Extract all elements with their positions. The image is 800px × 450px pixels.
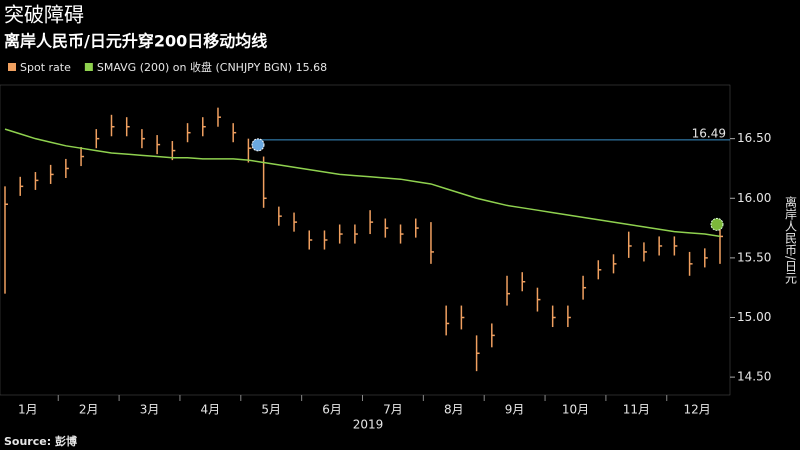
x-tick-label: 7月 bbox=[383, 403, 403, 417]
x-tick-label: 2月 bbox=[79, 403, 99, 417]
plot-frame bbox=[0, 84, 731, 396]
end-marker bbox=[710, 217, 724, 231]
x-axis-title: 2019 bbox=[353, 418, 384, 432]
y-tick-label: 16.00 bbox=[737, 191, 771, 205]
x-tick-label: 11月 bbox=[623, 403, 650, 417]
chart-subtitle: 离岸人民币/日元升穿200日移动均线 bbox=[4, 32, 267, 51]
y-tick-label: 15.50 bbox=[737, 250, 771, 264]
y-axis-title: 离岸人民币/日元 bbox=[784, 195, 798, 285]
source: Source: 彭博 bbox=[4, 434, 77, 448]
legend-swatch bbox=[84, 63, 93, 71]
legend-label: SMAVG (200) on 收盘 (CNHJPY BGN) 15.68 bbox=[97, 60, 327, 74]
sma-line bbox=[4, 128, 721, 238]
x-tick-label: 4月 bbox=[201, 403, 221, 417]
chart-title: 突破障碍 bbox=[4, 3, 84, 27]
x-tick-label: 10月 bbox=[562, 403, 589, 417]
y-tick-label: 15.00 bbox=[737, 310, 771, 324]
y-tick-label: 14.50 bbox=[737, 370, 771, 384]
x-tick-label: 1月 bbox=[18, 403, 38, 417]
legend-label: Spot rate bbox=[20, 61, 71, 74]
x-tick-label: 5月 bbox=[261, 403, 281, 417]
x-tick-label: 3月 bbox=[140, 403, 160, 417]
x-tick-label: 12月 bbox=[684, 403, 711, 417]
reference-label: 16.49 bbox=[692, 126, 726, 140]
legend-swatch bbox=[8, 63, 16, 71]
y-tick-label: 16.50 bbox=[737, 131, 771, 145]
x-tick-label: 8月 bbox=[444, 403, 464, 417]
x-tick-label: 9月 bbox=[505, 403, 525, 417]
x-tick-label: 6月 bbox=[322, 403, 342, 417]
cross-marker bbox=[251, 138, 265, 152]
